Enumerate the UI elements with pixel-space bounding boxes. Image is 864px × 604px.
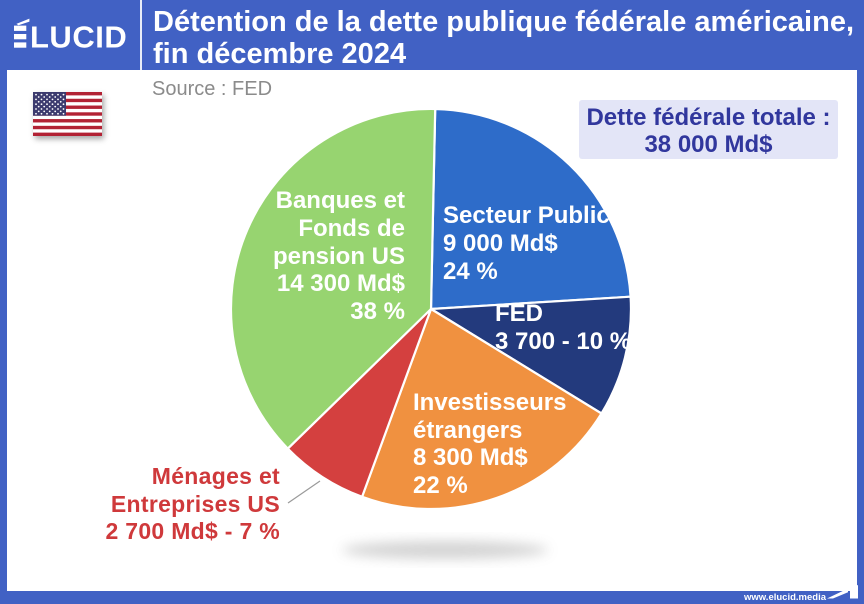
svg-text:LUCID: LUCID — [30, 20, 127, 55]
